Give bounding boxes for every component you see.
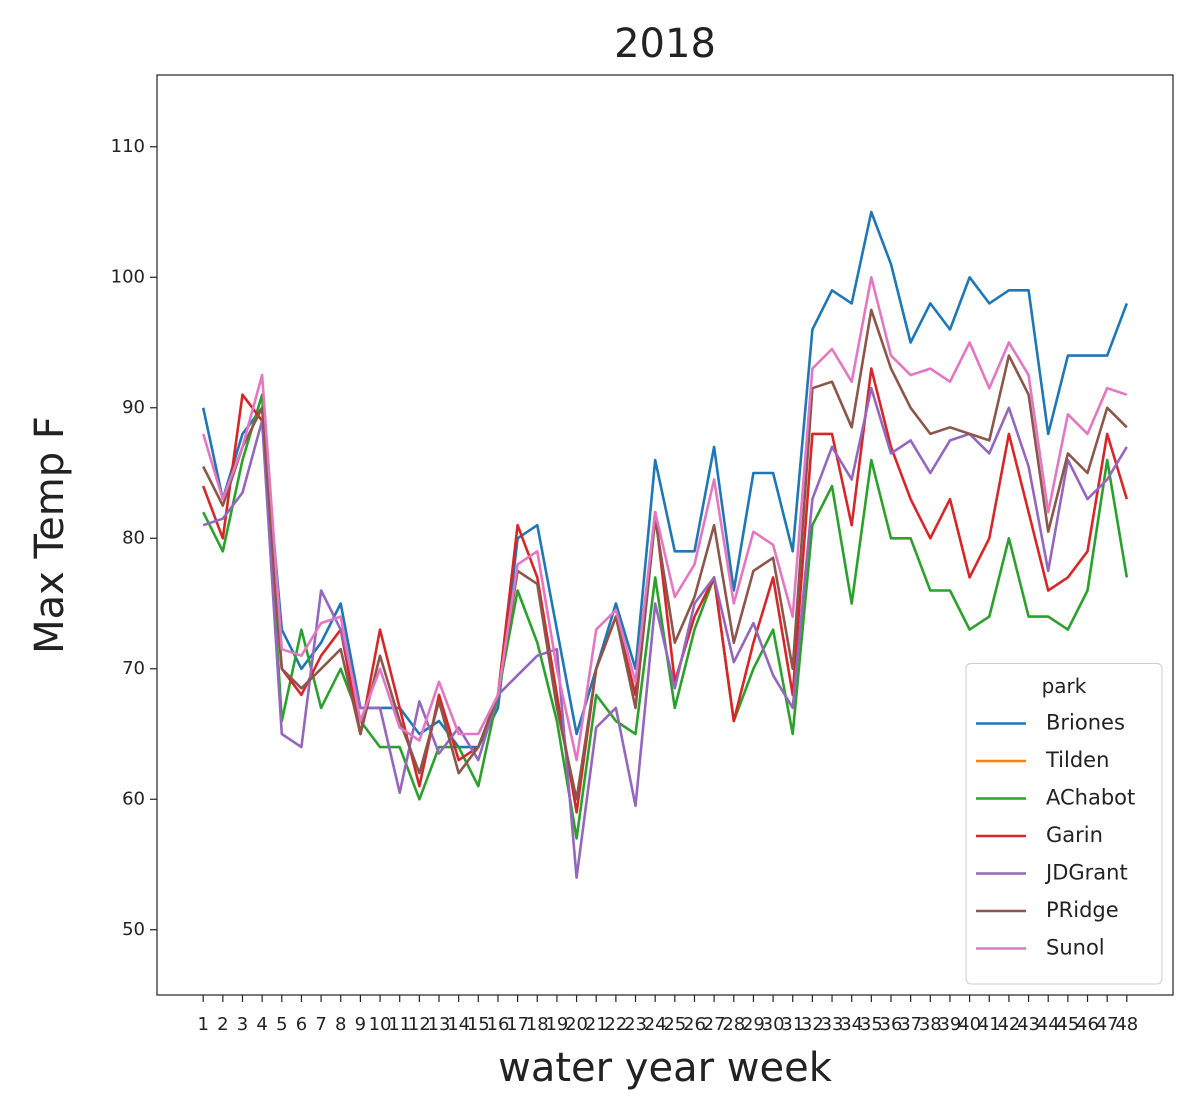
legend-label: JDGrant xyxy=(1044,861,1128,885)
series-line xyxy=(202,308,1128,801)
series-line xyxy=(202,386,1128,879)
x-tick-label: 12 xyxy=(408,1014,431,1035)
x-tick-label: 16 xyxy=(487,1014,510,1035)
x-tick-label: 43 xyxy=(1017,1014,1040,1035)
legend-label: Briones xyxy=(1046,711,1125,735)
legend-box xyxy=(965,663,1163,985)
legend-label: Sunol xyxy=(1046,936,1105,960)
x-tick-label: 2 xyxy=(217,1014,228,1035)
x-tick-label: 28 xyxy=(722,1014,745,1035)
x-tick-label: 37 xyxy=(899,1014,922,1035)
x-tick-label: 30 xyxy=(762,1014,785,1035)
legend-label: AChabot xyxy=(1046,786,1135,810)
x-tick-label: 15 xyxy=(467,1014,490,1035)
legend-label: Garin xyxy=(1046,823,1103,847)
y-tick-label: 60 xyxy=(122,788,145,809)
x-tick-label: 27 xyxy=(703,1014,726,1035)
chart-title: 2018 xyxy=(614,21,716,67)
x-tick-label: 40 xyxy=(958,1014,981,1035)
series-line xyxy=(201,276,1128,762)
x-axis-label: water year week xyxy=(498,1045,833,1091)
legend-label: Tilden xyxy=(1045,748,1109,772)
x-tick-label: 19 xyxy=(545,1014,568,1035)
x-tick-label: 34 xyxy=(840,1014,863,1035)
x-tick-label: 45 xyxy=(1056,1014,1079,1035)
x-tick-label: 11 xyxy=(388,1014,411,1035)
legend-title: park xyxy=(1042,674,1087,698)
x-tick-label: 26 xyxy=(683,1014,706,1035)
y-tick-label: 90 xyxy=(122,397,145,418)
x-tick-label: 32 xyxy=(801,1014,824,1035)
y-tick-label: 80 xyxy=(122,527,145,548)
x-tick-label: 33 xyxy=(821,1014,844,1035)
x-tick-label: 9 xyxy=(355,1014,366,1035)
x-tick-label: 3 xyxy=(237,1014,248,1035)
y-tick-label: 100 xyxy=(111,266,145,287)
x-tick-label: 48 xyxy=(1115,1014,1138,1035)
x-tick-label: 17 xyxy=(506,1014,529,1035)
x-tick-label: 39 xyxy=(938,1014,961,1035)
plot-frame xyxy=(156,74,1174,996)
x-tick-label: 46 xyxy=(1076,1014,1099,1035)
legend-label: PRidge xyxy=(1046,898,1119,922)
x-tick-label: 21 xyxy=(585,1014,608,1035)
x-tick-label: 4 xyxy=(256,1014,267,1035)
x-tick-label: 20 xyxy=(565,1014,588,1035)
x-tick-label: 8 xyxy=(335,1014,346,1035)
x-tick-label: 38 xyxy=(919,1014,942,1035)
x-tick-label: 25 xyxy=(663,1014,686,1035)
y-tick-label: 70 xyxy=(122,658,145,679)
x-tick-label: 14 xyxy=(447,1014,470,1035)
x-tick-label: 41 xyxy=(978,1014,1001,1035)
x-tick-label: 44 xyxy=(1037,1014,1060,1035)
x-tick-label: 13 xyxy=(428,1014,451,1035)
x-tick-label: 35 xyxy=(860,1014,883,1035)
x-tick-label: 1 xyxy=(197,1014,208,1035)
x-tick-label: 23 xyxy=(624,1014,647,1035)
x-tick-label: 42 xyxy=(997,1014,1020,1035)
legend: park Briones Tilden AChabot Garin JDGrant PRid… xyxy=(965,663,1163,985)
x-tick-label: 18 xyxy=(526,1014,549,1035)
x-tick-label: 22 xyxy=(604,1014,627,1035)
x-tick-label: 29 xyxy=(742,1014,765,1035)
x-tick-label: 24 xyxy=(644,1014,667,1035)
x-tick-label: 7 xyxy=(315,1014,326,1035)
x-tick-label: 47 xyxy=(1096,1014,1119,1035)
y-tick-label: 110 xyxy=(111,136,145,157)
x-tick-label: 6 xyxy=(296,1014,307,1035)
y-axis-label: Max Temp F xyxy=(27,416,73,654)
x-tick-label: 31 xyxy=(781,1014,804,1035)
y-tick-label: 50 xyxy=(122,919,145,940)
x-tick-label: 5 xyxy=(276,1014,287,1035)
x-tick-label: 36 xyxy=(880,1014,903,1035)
x-tick-label: 10 xyxy=(369,1014,392,1035)
